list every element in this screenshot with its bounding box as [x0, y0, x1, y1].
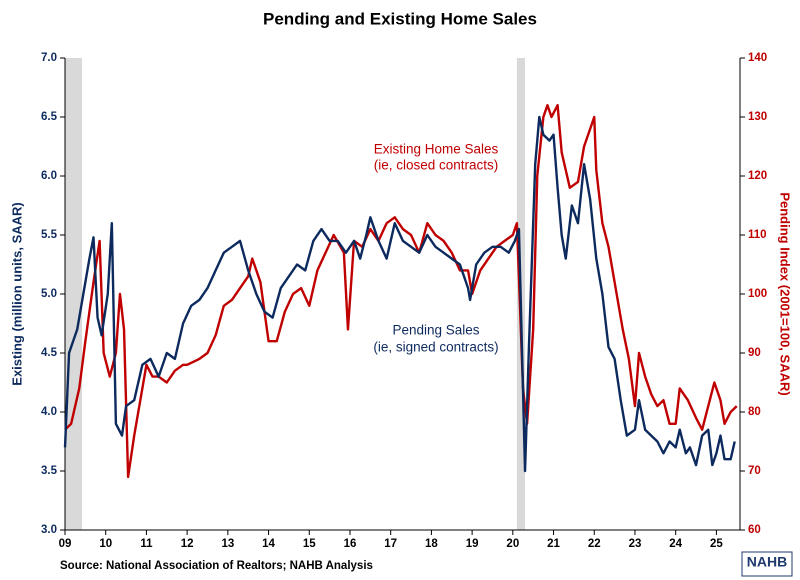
annotation: (ie, signed contracts): [373, 340, 498, 355]
x-tick-label: 17: [384, 538, 397, 550]
x-tick-label: 19: [466, 538, 479, 550]
y-tick-label: 5.0: [41, 288, 57, 300]
x-tick-label: 14: [262, 538, 275, 550]
x-tick-label: 15: [303, 538, 316, 550]
y2-tick-label: 110: [748, 229, 767, 241]
x-tick-label: 23: [629, 538, 642, 550]
y-tick-label: 7.0: [41, 52, 57, 64]
y-tick-label: 4.0: [41, 406, 57, 418]
y2-tick-label: 80: [748, 406, 761, 418]
chart-title: Pending and Existing Home Sales: [263, 9, 537, 28]
recession-band: [65, 58, 83, 530]
series-line: [64, 104, 738, 479]
x-tick-label: 11: [140, 538, 153, 550]
x-tick-label: 13: [221, 538, 234, 550]
x-tick-label: 12: [181, 538, 194, 550]
y-tick-label: 6.5: [41, 111, 58, 123]
y-tick-label: 4.5: [41, 347, 58, 359]
y-tick-label: 3.0: [41, 524, 57, 536]
y2-tick-label: 120: [748, 170, 767, 182]
logo-box: [741, 551, 793, 577]
x-tick-label: 20: [506, 538, 519, 550]
y-tick-label: 5.5: [41, 229, 58, 241]
source-note: Source: National Association of Realtors…: [60, 560, 373, 572]
annotation: Existing Home Sales: [374, 142, 499, 157]
y-axis-title: Existing (million units, SAAR): [9, 202, 24, 385]
x-tick-label: 25: [710, 538, 723, 550]
y-tick-label: 6.0: [41, 170, 57, 182]
x-tick-label: 22: [588, 538, 601, 550]
y2-tick-label: 140: [748, 52, 767, 64]
x-tick-label: 09: [59, 538, 72, 550]
y2-tick-label: 90: [748, 347, 761, 359]
x-tick-label: 10: [99, 538, 112, 550]
x-tick-label: 21: [547, 538, 560, 550]
annotation: Pending Sales: [392, 323, 479, 338]
x-tick-label: 24: [669, 538, 682, 550]
series-line: [63, 115, 736, 473]
y2-tick-label: 130: [748, 111, 767, 123]
y2-tick-label: 60: [748, 524, 761, 536]
logo: NAHB: [747, 554, 787, 570]
y2-tick-label: 100: [748, 288, 767, 300]
y-tick-label: 3.5: [41, 465, 58, 477]
y2-tick-label: 70: [748, 465, 761, 477]
y2-axis-title: Pending Index (2001=100, SAAR): [778, 192, 793, 395]
annotation: (ie, closed contracts): [374, 158, 499, 173]
x-tick-label: 16: [344, 538, 357, 550]
x-tick-label: 18: [425, 538, 438, 550]
